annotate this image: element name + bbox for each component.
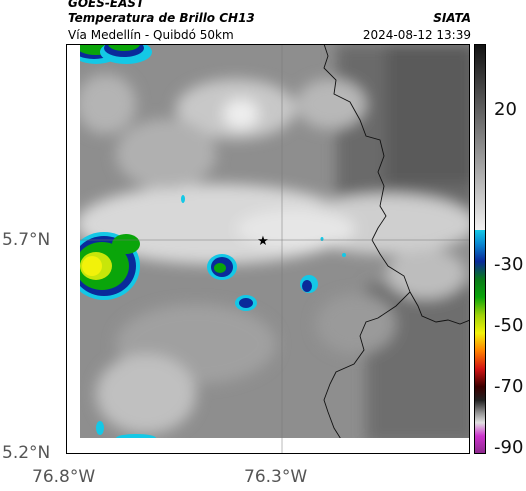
colorbar-tick-minus90: -90 <box>494 437 524 458</box>
lon-tick-76-3: 76.3°W <box>244 467 308 487</box>
colorbar-tick-20: 20 <box>494 99 517 120</box>
satellite-title: GOES-EAST <box>68 0 145 10</box>
lat-tick-5-7: 5.7°N <box>2 230 51 250</box>
cold-cloud-south <box>96 421 156 438</box>
cold-cloud-west <box>80 232 140 300</box>
city-marker: ★ <box>257 234 269 249</box>
colorbar-tick-minus70: -70 <box>494 376 524 397</box>
lat-tick-5-2: 5.2°N <box>2 443 51 463</box>
region-label: Vía Medellín - Quibdó 50km <box>68 28 234 42</box>
lon-tick-76-8: 76.8°W <box>32 467 96 487</box>
country-borders <box>323 44 470 438</box>
colorbar-tick-minus50: -50 <box>494 315 524 336</box>
colorbar-tick-minus30: -30 <box>494 254 524 275</box>
satellite-map: ★ <box>66 44 470 454</box>
colorbar <box>474 44 486 454</box>
product-title: Temperatura de Brillo CH13 <box>68 11 255 25</box>
organization-label: SIATA <box>433 11 471 25</box>
timestamp-label: 2024-08-12 13:39 <box>362 28 471 42</box>
cold-cloud-north <box>80 44 152 64</box>
cold-cloud-center <box>181 195 346 311</box>
